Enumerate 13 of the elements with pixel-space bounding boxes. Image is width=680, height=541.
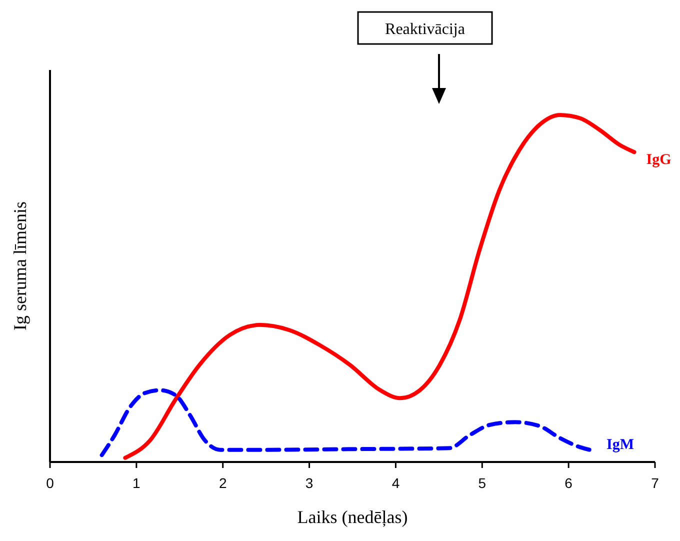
x-tick-label: 0 <box>46 475 54 491</box>
x-tick-label: 2 <box>218 475 227 491</box>
x-tick-label: 3 <box>305 475 314 491</box>
x-axis-title: Laiks (nedēļas) <box>297 507 408 527</box>
y-axis-title: Ig seruma līmenis <box>10 202 30 330</box>
x-tick-label: 6 <box>564 475 573 491</box>
text: Reaktivācija <box>385 21 465 38</box>
x-tick-label: 5 <box>478 475 486 491</box>
series-label: IgM <box>606 436 634 453</box>
x-tick-label: 4 <box>392 475 400 491</box>
x-tick-label: 1 <box>132 475 141 491</box>
x-tick-label: 7 <box>651 475 660 491</box>
series-label: IgG <box>646 152 672 168</box>
